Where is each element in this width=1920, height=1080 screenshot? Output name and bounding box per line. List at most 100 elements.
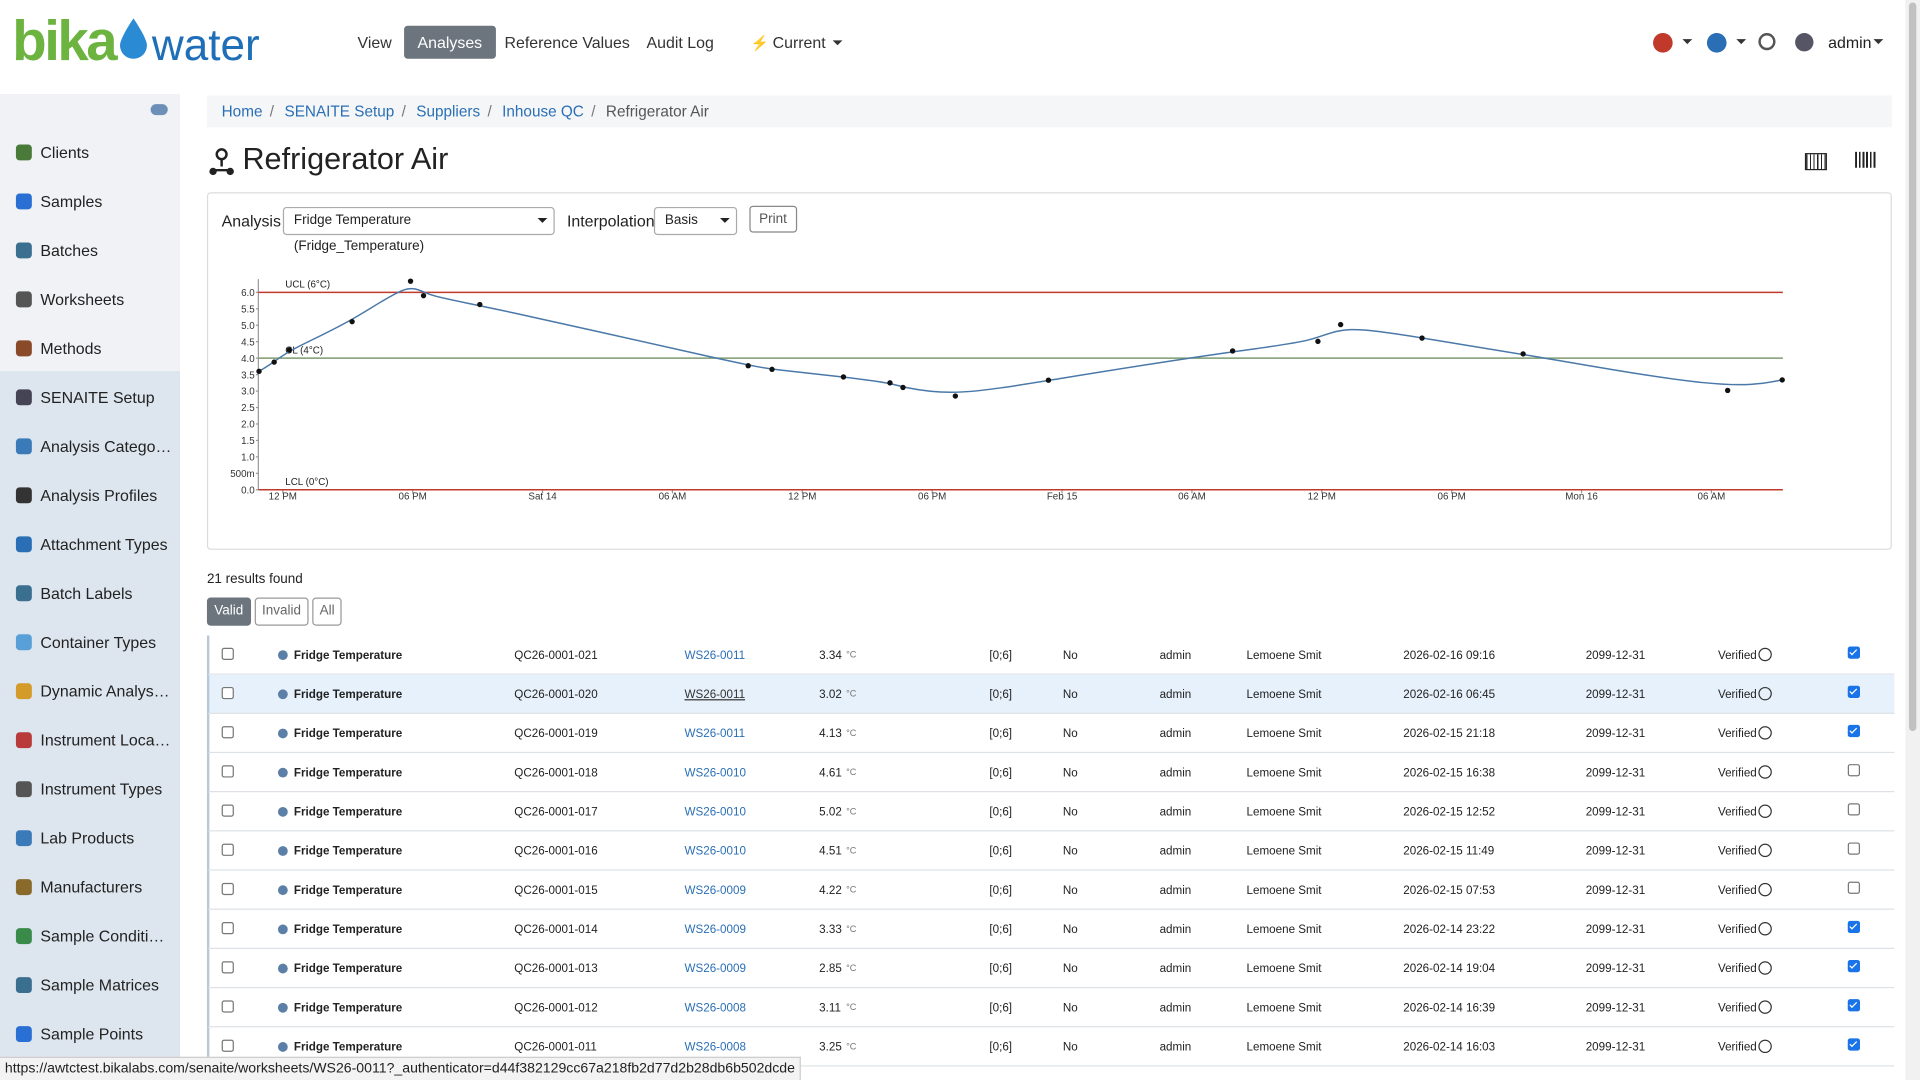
user-icon[interactable]	[1795, 33, 1814, 52]
menu-icon[interactable]	[1706, 33, 1727, 53]
sidebar-item[interactable]: Samples	[0, 176, 180, 225]
info-icon[interactable]	[277, 1042, 288, 1052]
sidebar-item[interactable]: Manufacturers	[0, 862, 180, 911]
worksheet-link[interactable]: WS26-0011	[684, 648, 746, 663]
row-select[interactable]	[221, 961, 234, 974]
row-select[interactable]	[221, 843, 234, 856]
row-select[interactable]	[221, 686, 234, 700]
sidebar-item[interactable]: Sample Points	[0, 1009, 180, 1058]
interpolation-select[interactable]: Basis	[653, 206, 738, 236]
verified-checkbox[interactable]	[1847, 881, 1861, 894]
sidebar-item[interactable]: Container Types	[0, 617, 180, 666]
state-info-icon[interactable]	[1758, 843, 1772, 858]
worksheet-link[interactable]: WS26-0010	[684, 766, 746, 781]
nav-item[interactable]: View	[344, 26, 405, 59]
scrollbar-thumb[interactable]	[1908, 2, 1917, 732]
state-info-icon[interactable]	[1758, 882, 1772, 897]
print-button[interactable]: Print	[749, 205, 797, 233]
info-icon[interactable]	[277, 689, 288, 700]
barcode-button[interactable]	[1804, 153, 1827, 171]
sidebar-item[interactable]: Batch Labels	[0, 568, 180, 617]
verified-checkbox[interactable]	[1847, 960, 1861, 973]
nav-item[interactable]: ⚡ Current	[737, 26, 856, 59]
verified-checkbox[interactable]	[1847, 999, 1861, 1012]
sidebar-item[interactable]: Analysis Categor…	[0, 421, 180, 470]
info-icon[interactable]	[277, 728, 288, 739]
state-info-icon[interactable]	[1758, 765, 1772, 779]
row-select[interactable]	[221, 765, 234, 778]
state-info-icon[interactable]	[1758, 961, 1772, 975]
sidebar-item[interactable]: Instrument Locat…	[0, 715, 180, 764]
state-info-icon[interactable]	[1758, 1000, 1772, 1014]
sidebar-item[interactable]: Analysis Profiles	[0, 470, 180, 519]
state-info-icon[interactable]	[1758, 726, 1772, 740]
worksheet-link[interactable]: WS26-0009	[684, 884, 746, 898]
info-icon[interactable]	[277, 806, 288, 817]
verified-checkbox[interactable]	[1847, 803, 1861, 816]
info-icon[interactable]	[277, 924, 288, 935]
state-info-icon[interactable]	[1758, 922, 1772, 936]
state-info-icon[interactable]	[1758, 1039, 1772, 1054]
sidebar-item[interactable]: Worksheets	[0, 274, 180, 323]
filter-button[interactable]: Invalid	[254, 597, 309, 626]
search-icon[interactable]	[1758, 33, 1776, 51]
sidebar-toggle[interactable]	[150, 104, 168, 116]
breadcrumb[interactable]: Suppliers	[416, 102, 481, 121]
info-icon[interactable]	[277, 1002, 288, 1013]
info-icon[interactable]	[277, 650, 288, 661]
worksheet-link[interactable]: WS26-0009	[684, 962, 746, 976]
info-icon[interactable]	[277, 963, 288, 974]
menu-icon[interactable]	[1653, 33, 1673, 53]
info-icon[interactable]	[277, 846, 288, 856]
verified-checkbox[interactable]	[1847, 1038, 1861, 1051]
verified-checkbox[interactable]	[1847, 685, 1861, 698]
row-select[interactable]	[221, 1000, 234, 1013]
breadcrumb[interactable]: Home	[221, 102, 263, 121]
nav-item[interactable]: Reference Values	[491, 26, 643, 59]
worksheet-link[interactable]: WS26-0011	[684, 727, 746, 741]
worksheet-link[interactable]: WS26-0008	[684, 1001, 746, 1016]
worksheet-link[interactable]: WS26-0011	[684, 688, 746, 702]
sidebar-item[interactable]: Sample Conditions	[0, 911, 180, 960]
nav-item[interactable]: Analyses	[404, 25, 496, 59]
worksheet-link[interactable]: WS26-0008	[684, 1040, 746, 1055]
row-select[interactable]	[221, 804, 234, 817]
row-select[interactable]	[221, 922, 234, 935]
sidebar-label: Methods	[40, 338, 102, 357]
info-icon[interactable]	[277, 885, 288, 896]
barcode-search-button[interactable]	[1855, 151, 1876, 168]
user-menu[interactable]: admin	[1828, 33, 1872, 52]
filter-button[interactable]: All	[312, 597, 342, 626]
sidebar-item[interactable]: SENAITE Setup	[0, 372, 180, 421]
state-info-icon[interactable]	[1758, 686, 1772, 701]
sidebar-item[interactable]: Instrument Types	[0, 764, 180, 813]
analysis-select[interactable]: Fridge Temperature (Fridge_Temperature)	[282, 206, 555, 253]
verified-checkbox[interactable]	[1847, 920, 1861, 934]
sidebar-item[interactable]: Lab Products	[0, 813, 180, 862]
worksheet-link[interactable]: WS26-0009	[684, 923, 746, 937]
sidebar-item[interactable]: Batches	[0, 225, 180, 274]
breadcrumb[interactable]: Inhouse QC	[502, 102, 584, 121]
filter-button[interactable]: Valid	[206, 597, 251, 626]
verified-checkbox[interactable]	[1847, 724, 1861, 738]
sidebar-item[interactable]: Methods	[0, 323, 180, 372]
verified-checkbox[interactable]	[1847, 646, 1861, 659]
nav-item[interactable]: Audit Log	[633, 26, 727, 59]
row-select[interactable]	[221, 726, 234, 739]
row-select[interactable]	[221, 647, 234, 661]
logo[interactable]: bika water	[12, 7, 259, 73]
state-info-icon[interactable]	[1758, 804, 1772, 818]
sidebar-item[interactable]: Attachment Types	[0, 519, 180, 568]
row-select[interactable]	[221, 882, 234, 896]
sidebar-item[interactable]: Clients	[0, 127, 180, 176]
worksheet-link[interactable]: WS26-0010	[684, 844, 746, 859]
sidebar-item[interactable]: Sample Matrices	[0, 960, 180, 1009]
worksheet-link[interactable]: WS26-0010	[684, 805, 746, 820]
info-icon[interactable]	[277, 767, 288, 778]
verified-checkbox[interactable]	[1847, 764, 1861, 777]
sidebar-item[interactable]: Dynamic Analysi…	[0, 666, 180, 715]
row-select[interactable]	[221, 1039, 234, 1052]
verified-checkbox[interactable]	[1847, 842, 1861, 855]
state-info-icon[interactable]	[1758, 647, 1772, 662]
breadcrumb[interactable]: SENAITE Setup	[284, 102, 395, 121]
